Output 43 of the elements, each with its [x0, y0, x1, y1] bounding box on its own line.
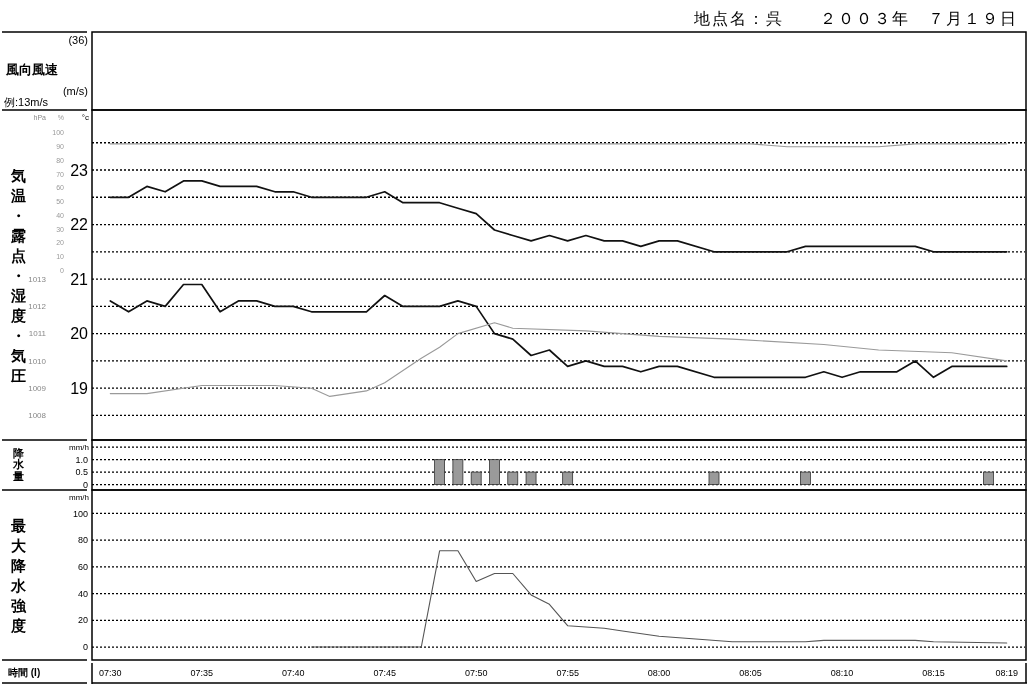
y-tick-label: 20 [70, 325, 89, 343]
y-tick-label: 60 [77, 562, 88, 572]
y2-tick-label: 1011 [28, 329, 47, 339]
x-tick-label: 07:50 [464, 668, 488, 678]
text: 地点名：呉 ２００３年 ７月１９日 [693, 10, 1018, 27]
x-tick-label: 08:05 [739, 668, 762, 678]
text: (36) [68, 34, 88, 46]
text: 気温・露点・湿度・気圧 [10, 167, 26, 384]
y-tick-label: 0 [82, 642, 88, 653]
text: 風向風速 [5, 62, 59, 77]
y2-tick-label: 1010 [28, 356, 47, 366]
y-tick-label: 19 [70, 379, 89, 397]
text: (m/s) [62, 85, 88, 97]
x-tick-label: 07:55 [556, 668, 579, 678]
y-tick-label: 22 [70, 216, 89, 234]
x-tick-label: 08:00 [647, 668, 671, 678]
x-tick-label: 07:30 [99, 668, 122, 678]
y-tick-label: 0 [82, 479, 88, 490]
x-axis-title: 時間 (I) [8, 667, 41, 678]
y2-tick-label: 1008 [28, 411, 47, 421]
y2-tick-label: 1013 [28, 274, 47, 284]
x-tick-label: 07:35 [190, 668, 214, 678]
text: °c [81, 113, 89, 122]
text: mm/h [69, 493, 89, 502]
y-tick-label: 1.0 [75, 454, 88, 465]
y-tick-label: 80 [77, 535, 88, 546]
y-tick-label: 0.5 [75, 467, 88, 478]
x-tick-label: 08:19 [995, 668, 1018, 678]
y2-tick-label: 1009 [28, 383, 47, 393]
x-tick-label: 07:45 [373, 668, 396, 678]
text: mm/h [69, 443, 89, 452]
y2-tick-label: 1012 [28, 302, 47, 312]
y-tick-label: 40 [77, 588, 88, 599]
y-axis-title: 降水量 [11, 447, 25, 482]
y-tick-label: 20 [77, 615, 88, 626]
y-tick-label: 23 [70, 161, 89, 179]
text: 例:13m/s [4, 96, 49, 108]
y-axis-title: 最大降水強度 [9, 517, 27, 634]
x-tick-label: 07:40 [281, 668, 305, 678]
x-tick-label: 08:10 [830, 668, 854, 678]
x-tick-label: 08:15 [922, 668, 945, 678]
y-tick-label: 21 [70, 270, 89, 288]
y-tick-label: 100 [72, 508, 88, 519]
